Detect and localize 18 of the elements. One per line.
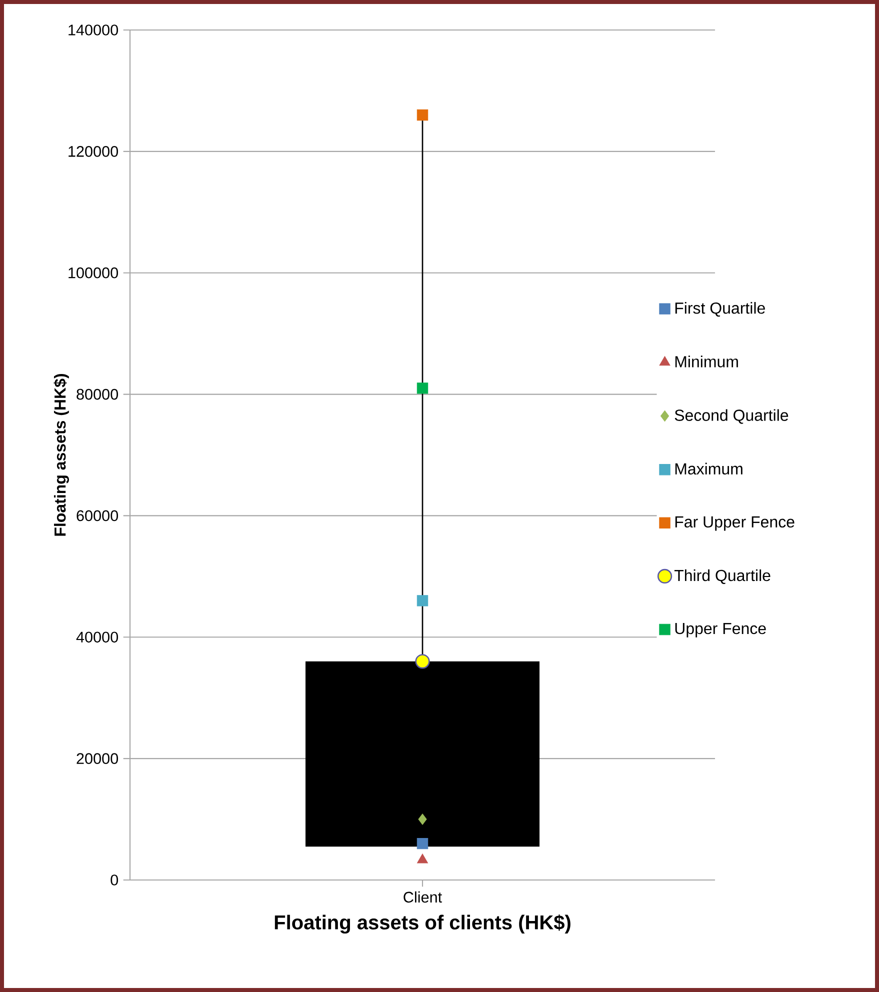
legend-label: Minimum: [675, 356, 738, 368]
y-tick-label: 80000: [76, 388, 118, 400]
y-tick-label: 60000: [76, 510, 118, 522]
legend-label: Second Quartile: [674, 409, 788, 424]
y-tick-label: 40000: [76, 632, 118, 643]
x-axis-title: Floating assets of clients (HK$): [274, 914, 570, 934]
x-tick-label: Client: [404, 891, 442, 903]
legend-label: Upper Fence: [675, 623, 766, 638]
y-tick-label: 140000: [68, 24, 118, 36]
legend-label: Far Upper Fence: [675, 516, 794, 531]
y-tick-label: 20000: [76, 753, 118, 764]
y-tick-label: 120000: [68, 146, 118, 157]
y-tick-label: 0: [110, 874, 118, 886]
y-axis-title: Floating assets (HK$): [54, 374, 69, 536]
legend-label: First Quartile: [675, 302, 765, 317]
legend-label: Maximum: [675, 462, 742, 475]
legend-label: Third Quartile: [674, 569, 770, 584]
y-tick-label: 100000: [68, 267, 118, 278]
